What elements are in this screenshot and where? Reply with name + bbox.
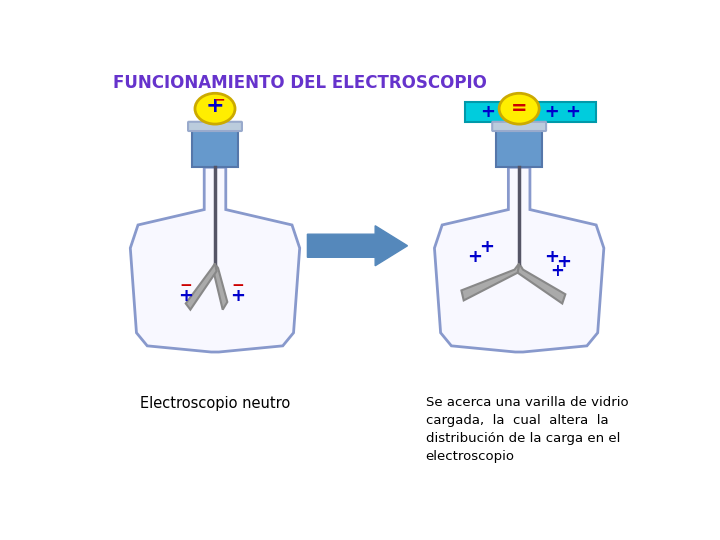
Ellipse shape xyxy=(195,93,235,124)
Text: +: + xyxy=(467,248,482,266)
Text: +: + xyxy=(230,287,246,305)
Polygon shape xyxy=(518,264,565,303)
FancyBboxPatch shape xyxy=(188,122,242,131)
Text: FUNCIONAMIENTO DEL ELECTROSCOPIO: FUNCIONAMIENTO DEL ELECTROSCOPIO xyxy=(113,74,487,92)
Text: +: + xyxy=(480,238,495,255)
Bar xyxy=(192,130,238,167)
Polygon shape xyxy=(130,167,300,352)
Text: Electroscopio neutro: Electroscopio neutro xyxy=(140,396,290,411)
Polygon shape xyxy=(186,264,217,309)
Polygon shape xyxy=(434,167,604,352)
Text: +: + xyxy=(179,287,193,305)
FancyArrow shape xyxy=(307,226,408,266)
Polygon shape xyxy=(462,264,519,300)
FancyBboxPatch shape xyxy=(492,122,546,131)
Polygon shape xyxy=(213,264,228,309)
Text: −: − xyxy=(232,278,245,293)
Text: +: + xyxy=(551,262,564,280)
Bar xyxy=(465,102,596,122)
Text: +: + xyxy=(206,96,225,117)
Text: Se acerca una varilla de vidrio
cargada,  la  cual  altera  la
distribución de l: Se acerca una varilla de vidrio cargada,… xyxy=(426,396,628,463)
Text: −: − xyxy=(179,278,192,293)
Bar xyxy=(496,130,542,167)
Text: −: − xyxy=(213,92,225,106)
Text: + + + + +: + + + + + xyxy=(481,103,581,121)
Text: +: + xyxy=(557,253,571,271)
Text: =: = xyxy=(511,99,527,118)
Text: +: + xyxy=(544,248,559,266)
Ellipse shape xyxy=(499,93,539,124)
